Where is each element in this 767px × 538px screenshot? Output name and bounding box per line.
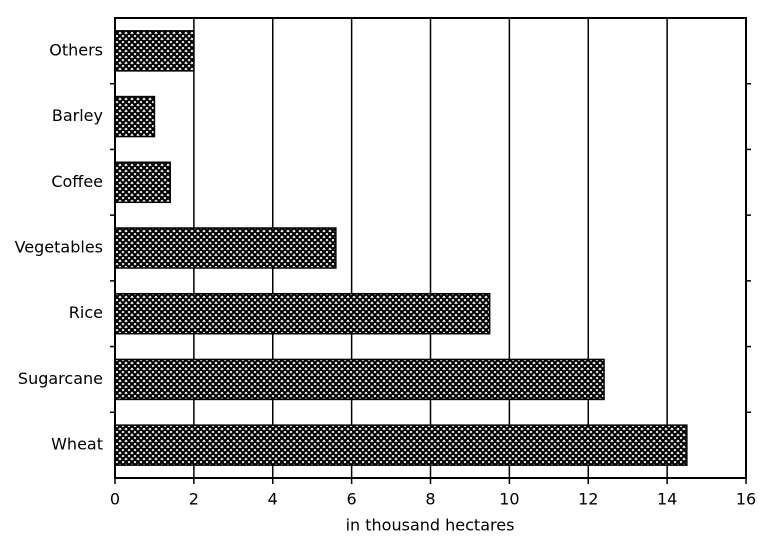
x-tick-label: 10 <box>499 490 519 509</box>
x-tick-label: 2 <box>189 490 199 509</box>
x-axis-label: in thousand hectares <box>346 516 515 535</box>
y-tick-label: Sugarcane <box>18 369 103 388</box>
y-tick-label: Others <box>49 40 103 59</box>
bar <box>114 227 337 269</box>
y-tick-label: Wheat <box>51 435 103 454</box>
bar <box>114 30 195 72</box>
x-tick-label: 8 <box>425 490 435 509</box>
x-tick-label: 6 <box>347 490 357 509</box>
y-tick-label: Coffee <box>51 172 103 191</box>
x-tick-label: 4 <box>268 490 278 509</box>
y-tick-label: Rice <box>69 303 103 322</box>
y-tick-label: Vegetables <box>15 238 103 257</box>
bar <box>114 424 688 466</box>
bar <box>114 292 491 335</box>
x-tick-label: 0 <box>110 490 120 509</box>
bar <box>114 95 156 138</box>
y-tick-label: Barley <box>52 106 103 125</box>
x-tick-label: 16 <box>736 490 756 509</box>
bar <box>114 358 605 401</box>
x-tick-label: 12 <box>578 490 598 509</box>
bar <box>114 161 171 204</box>
x-tick-label: 14 <box>657 490 677 509</box>
